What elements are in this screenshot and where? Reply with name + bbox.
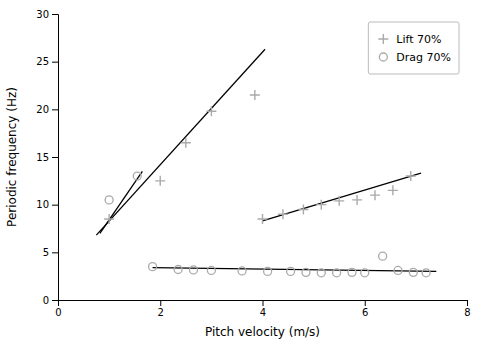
- tick-mark: [160, 300, 161, 306]
- tick: 6: [362, 300, 368, 318]
- point: [189, 266, 197, 274]
- point: [302, 268, 310, 276]
- point: [206, 106, 216, 116]
- tick-mark: [52, 62, 58, 63]
- tick-label: 15: [36, 152, 49, 163]
- legend-marker: [379, 53, 387, 61]
- point: [361, 269, 369, 277]
- axis-line: [52, 15, 59, 301]
- point: [394, 266, 402, 274]
- tick-label: 5: [43, 247, 49, 258]
- point: [287, 267, 295, 275]
- x-axis-title: Pitch velocity (m/s): [205, 325, 320, 339]
- tick: 4: [260, 300, 266, 318]
- tick: 0: [55, 300, 61, 318]
- point: [348, 268, 356, 276]
- point: [264, 267, 272, 275]
- tick: 20: [36, 104, 58, 115]
- series: [258, 171, 416, 224]
- tick-mark: [52, 109, 58, 110]
- point: [105, 196, 113, 204]
- tick: 30: [36, 9, 58, 20]
- tick-mark: [263, 300, 264, 306]
- trend-line: [100, 171, 142, 233]
- point: [133, 172, 141, 180]
- series: [149, 252, 431, 277]
- legend-marker: [378, 34, 388, 44]
- point: [104, 214, 114, 224]
- tick: 0: [43, 295, 58, 306]
- axis-line: [59, 301, 468, 307]
- tick-label: 0: [43, 295, 49, 306]
- tick-mark: [52, 205, 58, 206]
- point: [370, 190, 380, 200]
- point: [174, 265, 182, 273]
- point: [334, 196, 344, 206]
- trend-line: [96, 49, 265, 235]
- tick-label: 6: [362, 307, 368, 318]
- tick-label: 20: [36, 104, 49, 115]
- trend-line: [263, 173, 421, 221]
- point: [333, 269, 341, 277]
- point: [155, 176, 165, 186]
- tick-label: 0: [55, 307, 61, 318]
- tick-label: 30: [36, 9, 49, 20]
- point: [388, 185, 398, 195]
- legend-label: Lift 70%: [396, 33, 441, 46]
- y-axis-title: Periodic frequency (Hz): [5, 87, 19, 227]
- point: [298, 204, 308, 214]
- point: [352, 195, 362, 205]
- legend-label: Drag 70%: [396, 51, 451, 64]
- point: [181, 138, 191, 148]
- y-axis: 0 5 10 15 20 25 30: [36, 9, 58, 306]
- point: [250, 90, 260, 100]
- point: [278, 209, 288, 219]
- tick-mark: [365, 300, 366, 306]
- point: [149, 263, 157, 271]
- tick: 15: [36, 152, 58, 163]
- tick-mark: [52, 252, 58, 253]
- point: [409, 268, 417, 276]
- tick-mark: [52, 300, 58, 301]
- point: [316, 200, 326, 210]
- legend-box: [368, 22, 459, 74]
- point: [406, 171, 416, 181]
- tick: 8: [464, 300, 470, 318]
- series: [105, 172, 141, 204]
- point: [317, 269, 325, 277]
- tick-label: 8: [464, 307, 470, 318]
- tick: 2: [158, 300, 164, 318]
- point: [258, 214, 268, 224]
- tick: 5: [43, 247, 58, 258]
- tick-label: 25: [36, 56, 49, 67]
- tick: 10: [36, 199, 58, 210]
- plot-area: [96, 49, 436, 277]
- series: [104, 90, 260, 224]
- point: [207, 266, 215, 274]
- x-axis: 0 2 4 6 8: [55, 300, 470, 318]
- point: [238, 267, 246, 275]
- point: [422, 269, 430, 277]
- tick-mark: [52, 14, 58, 15]
- tick-mark: [467, 300, 468, 306]
- tick-mark: [52, 157, 58, 158]
- point: [379, 252, 387, 260]
- tick-label: 4: [260, 307, 266, 318]
- tick-label: 2: [158, 307, 164, 318]
- legend: Lift 70% Drag 70%: [368, 22, 459, 74]
- tick: 25: [36, 56, 58, 67]
- tick-label: 10: [36, 199, 49, 210]
- chart: 0 2 4 6 8 0 5 10 15 20 25 30 Pitch velocity (m/s) Per…: [0, 0, 483, 346]
